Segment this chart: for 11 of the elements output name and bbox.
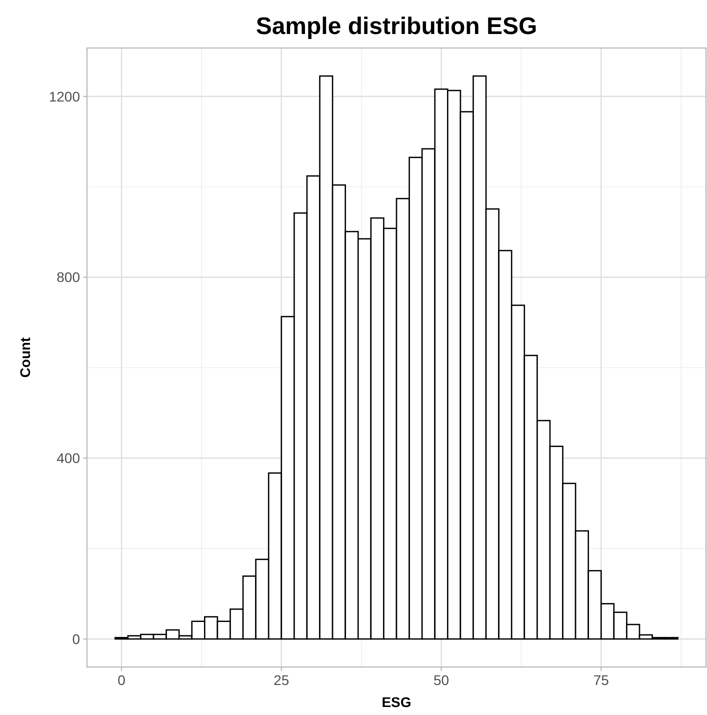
x-tick-label: 75 — [593, 672, 610, 688]
x-tick-label: 0 — [118, 672, 126, 688]
x-tick-label: 25 — [274, 672, 290, 688]
y-axis-title: Count — [17, 336, 33, 378]
chart-title: Sample distribution ESG — [256, 13, 538, 40]
y-tick-label: 400 — [56, 450, 80, 466]
x-tick-label: 50 — [433, 672, 450, 688]
y-tick-label: 800 — [56, 269, 80, 286]
y-tick-label: 1200 — [48, 88, 80, 104]
x-axis-title: ESG — [382, 694, 412, 710]
y-tick-label: 0 — [72, 630, 80, 647]
